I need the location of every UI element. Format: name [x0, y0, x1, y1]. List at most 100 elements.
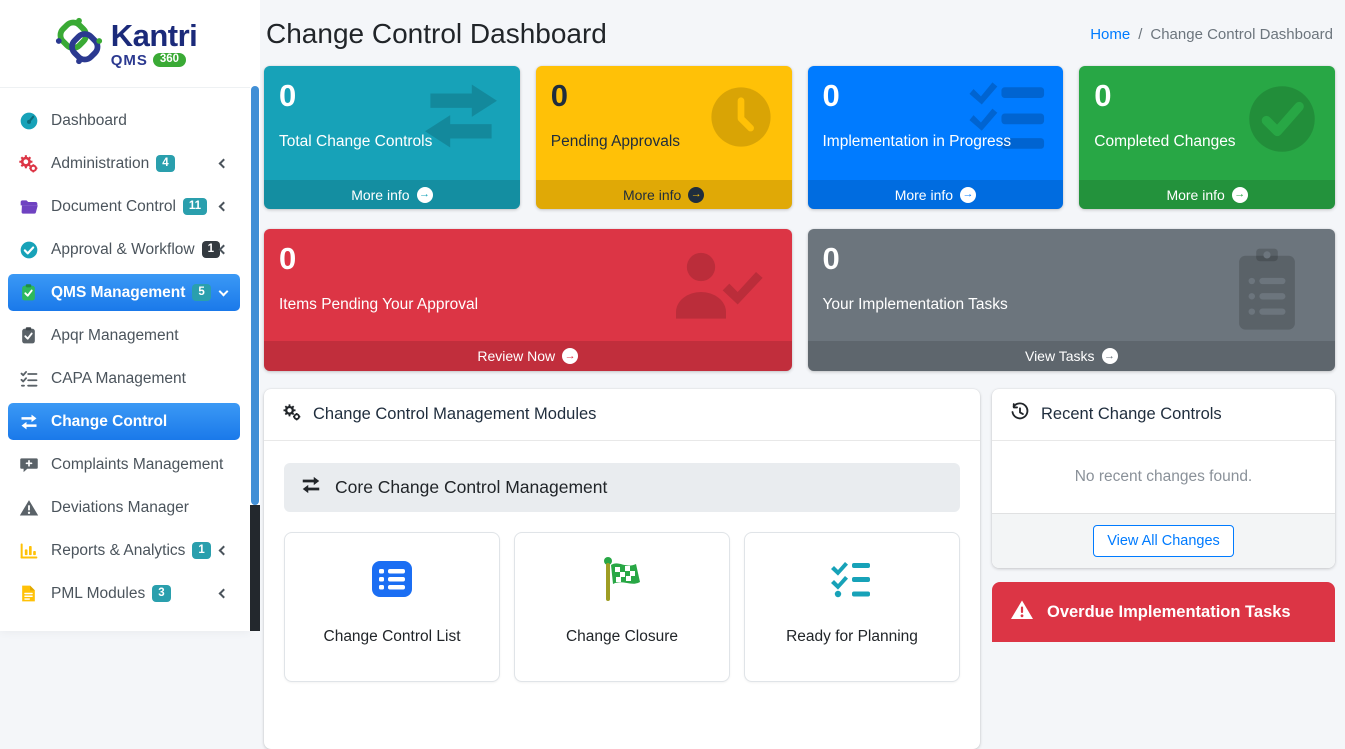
stat-box-pending-approvals: 0 Pending Approvals More info →: [535, 66, 792, 209]
stat-label: Total Change Controls: [279, 132, 433, 150]
count-badge: 5: [192, 284, 211, 301]
stat-value: 0: [1094, 78, 1112, 113]
chevron-left-icon: [218, 201, 229, 212]
sidebar-item-administration[interactable]: Administration 4: [8, 145, 240, 182]
sidebar-item-label: QMS Management: [51, 283, 186, 301]
gears-icon: [18, 153, 39, 174]
sidebar-item-label: Administration: [51, 154, 150, 172]
breadcrumb: Home / Change Control Dashboard: [1090, 26, 1333, 43]
clipboard-list-icon: [1225, 245, 1309, 340]
stat-value: 0: [822, 78, 840, 113]
sidebar-item-approval-workflow[interactable]: Approval & Workflow 1: [8, 231, 240, 268]
brand-360-badge: 360: [152, 52, 187, 68]
sidebar: Kantri QMS 360 Dashboard Admin: [0, 0, 250, 631]
review-now-link[interactable]: Review Now →: [264, 341, 792, 371]
sidebar-item-deviations-manager[interactable]: Deviations Manager: [8, 489, 240, 526]
check-circle-icon: [18, 239, 39, 260]
more-info-link[interactable]: More info →: [1079, 180, 1335, 209]
user-check-icon: [666, 245, 766, 334]
exchange-icon: [18, 411, 39, 432]
stat-box-items-pending-approval: 0 Items Pending Your Approval Review Now…: [264, 229, 792, 371]
sidebar-item-label: Complaints Management: [51, 455, 224, 473]
folder-icon: [18, 196, 39, 217]
module-card-ready-for-planning[interactable]: Ready for Planning: [744, 532, 960, 682]
module-card-change-closure[interactable]: Change Closure: [514, 532, 730, 682]
arrow-circle-right-icon: →: [416, 186, 433, 203]
chevron-down-icon: [218, 286, 229, 296]
stat-box-implementation-in-progress: 0 Implementation in Progress More info →: [807, 66, 1064, 209]
recent-changes-card: Recent Change Controls No recent changes…: [992, 389, 1335, 568]
stat-label: Items Pending Your Approval: [279, 295, 479, 313]
chevron-left-icon: [218, 158, 229, 169]
count-badge: 11: [182, 198, 208, 215]
stat-label: Pending Approvals: [550, 132, 681, 150]
footer-label: More info: [1166, 186, 1225, 203]
count-badge: 1: [201, 241, 220, 258]
sidebar-item-complaints-management[interactable]: Complaints Management: [8, 446, 240, 483]
stat-label: Completed Changes: [1094, 132, 1236, 150]
chevron-left-icon: [218, 244, 229, 255]
breadcrumb-home-link[interactable]: Home: [1090, 25, 1131, 43]
footer-label: Review Now: [477, 348, 556, 364]
stat-label: Your Implementation Tasks: [822, 295, 1008, 313]
sidebar-item-label: CAPA Management: [51, 369, 186, 387]
sidebar-item-dashboard[interactable]: Dashboard: [8, 102, 240, 139]
sidebar-item-document-control[interactable]: Document Control 11: [8, 188, 240, 225]
sidebar-item-capa-management[interactable]: CAPA Management: [8, 360, 240, 397]
flag-checkered-icon: [598, 557, 646, 607]
recent-empty-text: No recent changes found.: [1074, 468, 1253, 485]
list-icon: [368, 561, 416, 607]
sidebar-item-apqr-management[interactable]: Apqr Management: [8, 317, 240, 354]
brand-name: Kantri: [110, 17, 198, 53]
stat-value: 0: [822, 241, 840, 276]
check-circle-icon: [1243, 80, 1321, 163]
more-info-link[interactable]: More info →: [807, 180, 1064, 209]
clipboard-icon: [18, 325, 39, 346]
stat-box-total-change-controls: 0 Total Change Controls More info →: [264, 66, 520, 209]
chevron-left-icon: [218, 588, 229, 599]
view-all-changes-button[interactable]: View All Changes: [1093, 525, 1234, 557]
stat-value: 0: [550, 78, 568, 113]
brand-qms: QMS: [110, 51, 148, 69]
footer-label: More info: [622, 186, 682, 203]
sidebar-item-label: Apqr Management: [51, 326, 179, 344]
gears-icon: [282, 402, 302, 427]
warning-triangle-icon: [1010, 598, 1034, 627]
footer-label: More info: [894, 186, 954, 203]
stat-box-your-implementation-tasks: 0 Your Implementation Tasks View Tasks →: [807, 229, 1335, 371]
modules-card-title: Change Control Management Modules: [313, 405, 597, 423]
scrollbar-thumb[interactable]: [251, 86, 259, 505]
comment-plus-icon: [18, 454, 39, 475]
exchange-icon: [300, 474, 322, 501]
arrow-circle-right-icon: →: [562, 348, 579, 364]
file-icon: [18, 583, 39, 604]
arrow-circle-right-icon: →: [960, 186, 977, 203]
module-card-change-control-list[interactable]: Change Control List: [284, 532, 500, 682]
sidebar-scrollbar[interactable]: [250, 0, 260, 631]
modules-card: Change Control Management Modules Core C…: [264, 389, 980, 749]
tasks-icon: [967, 80, 1049, 157]
overdue-tasks-card: Overdue Implementation Tasks: [992, 582, 1335, 642]
clock-icon: [704, 80, 778, 159]
sidebar-item-label: Deviations Manager: [51, 498, 189, 516]
sidebar-item-label: Dashboard: [51, 111, 127, 129]
more-info-link[interactable]: More info →: [264, 180, 520, 209]
more-info-link[interactable]: More info →: [535, 180, 792, 209]
sidebar-item-label: Change Control: [51, 412, 168, 430]
brand-logo[interactable]: Kantri QMS 360: [0, 0, 250, 88]
footer-label: More info: [351, 186, 410, 203]
sidebar-item-pml-modules[interactable]: PML Modules 3: [8, 575, 240, 612]
sidebar-item-qms-management[interactable]: QMS Management 5: [8, 274, 240, 311]
sidebar-item-change-control[interactable]: Change Control: [8, 403, 240, 440]
view-tasks-link[interactable]: View Tasks →: [807, 341, 1335, 371]
warning-triangle-icon: [18, 497, 39, 518]
sidebar-item-label: Approval & Workflow: [51, 240, 195, 258]
page-title: Change Control Dashboard: [266, 18, 607, 49]
arrow-circle-right-icon: →: [1101, 348, 1118, 364]
tasks-icon: [18, 368, 39, 389]
sidebar-item-reports-analytics[interactable]: Reports & Analytics 1: [8, 532, 240, 569]
core-section-header: Core Change Control Management: [284, 463, 960, 512]
scrollbar-track: [250, 505, 260, 631]
count-badge: 4: [156, 155, 175, 172]
main-content: Change Control Dashboard Home / Change C…: [260, 0, 1345, 749]
